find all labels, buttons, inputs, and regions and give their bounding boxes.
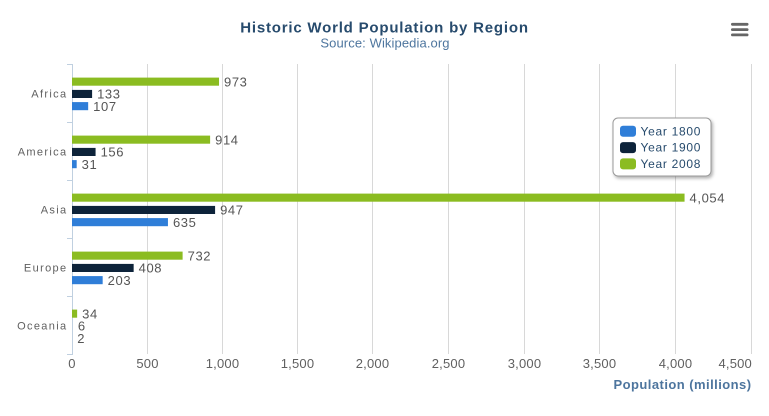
svg-text:914: 914 xyxy=(215,132,239,147)
svg-text:973: 973 xyxy=(224,74,248,89)
svg-text:Historic World Population by R: Historic World Population by Region xyxy=(240,20,529,37)
svg-text:156: 156 xyxy=(101,145,125,160)
svg-text:34: 34 xyxy=(82,306,98,321)
svg-text:Year 2008: Year 2008 xyxy=(641,157,702,171)
svg-text:732: 732 xyxy=(188,248,212,263)
svg-text:2: 2 xyxy=(77,331,85,346)
svg-text:Year 1900: Year 1900 xyxy=(641,141,702,155)
svg-text:107: 107 xyxy=(93,99,117,114)
svg-text:3,000: 3,000 xyxy=(508,356,542,371)
svg-text:Europe: Europe xyxy=(24,263,68,275)
svg-text:America: America xyxy=(18,147,68,159)
svg-text:Oceania: Oceania xyxy=(17,321,67,333)
svg-text:6: 6 xyxy=(78,319,86,334)
svg-text:1,500: 1,500 xyxy=(281,356,315,371)
svg-text:4,000: 4,000 xyxy=(659,356,693,371)
svg-text:4,054: 4,054 xyxy=(690,190,726,205)
svg-text:203: 203 xyxy=(108,273,132,288)
svg-text:2,500: 2,500 xyxy=(432,356,466,371)
svg-text:4,500: 4,500 xyxy=(718,356,752,371)
svg-text:Year 1800: Year 1800 xyxy=(641,124,702,138)
svg-text:947: 947 xyxy=(220,203,244,218)
svg-text:500: 500 xyxy=(136,356,158,371)
svg-text:3,500: 3,500 xyxy=(583,356,617,371)
svg-text:1,000: 1,000 xyxy=(206,356,240,371)
svg-text:635: 635 xyxy=(173,215,197,230)
svg-text:Population (millions): Population (millions) xyxy=(614,377,752,392)
svg-text:Source: Wikipedia.org: Source: Wikipedia.org xyxy=(320,35,449,50)
svg-text:2,000: 2,000 xyxy=(356,356,390,371)
svg-text:Asia: Asia xyxy=(41,205,68,217)
svg-text:0: 0 xyxy=(68,356,75,371)
svg-text:133: 133 xyxy=(97,87,121,102)
svg-text:31: 31 xyxy=(82,157,98,172)
svg-text:408: 408 xyxy=(139,261,163,276)
svg-text:Africa: Africa xyxy=(31,89,67,101)
